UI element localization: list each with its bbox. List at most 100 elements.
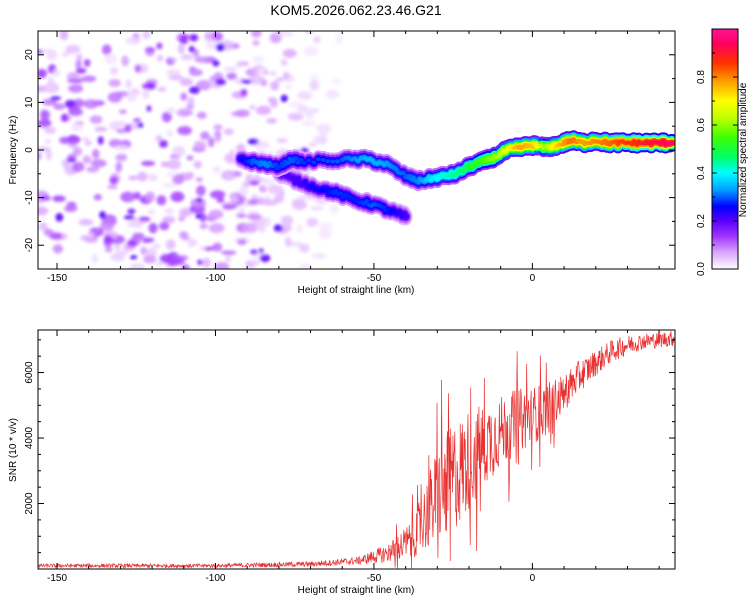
noise-blob [147, 173, 158, 182]
noise-blob [126, 239, 138, 247]
noise-blob [140, 246, 147, 255]
noise-blob [44, 48, 53, 54]
noise-blob [280, 59, 288, 66]
noise-blob [172, 173, 185, 185]
noise-blob [181, 235, 190, 241]
noise-blob [52, 68, 60, 78]
noise-blob [145, 52, 155, 57]
noise-blob [167, 159, 182, 170]
noise-blob [50, 96, 62, 101]
noise-blob [127, 175, 139, 181]
noise-blob [141, 160, 156, 166]
noise-blob [55, 212, 64, 222]
noise-blob [164, 208, 175, 214]
noise-blob [126, 91, 137, 102]
noise-blob [196, 197, 203, 203]
noise-blob [156, 42, 163, 50]
noise-blob [224, 255, 232, 263]
noise-blob [64, 99, 76, 108]
snr-y-tick-label: 4000 [24, 426, 35, 449]
ridge-cell [302, 180, 308, 185]
chart-title: KOM5.2026.062.23.46.G21 [270, 2, 441, 18]
ridge-cell [323, 187, 329, 192]
noise-blob [288, 101, 303, 108]
noise-blob [147, 82, 154, 88]
ridge-cell [400, 171, 406, 176]
spectrogram-noise [38, 31, 342, 269]
noise-blob [198, 245, 206, 251]
noise-blob [42, 98, 57, 106]
noise-blob [251, 31, 262, 38]
noise-blob [252, 55, 265, 63]
ridge-cell [334, 159, 340, 164]
noise-blob [216, 197, 225, 204]
noise-blob [113, 244, 121, 251]
noise-blob [242, 222, 258, 234]
noise-blob [301, 120, 316, 127]
noise-blob [310, 206, 324, 211]
noise-blob [40, 109, 51, 120]
spectrogram-ridge [233, 130, 675, 226]
noise-blob [138, 216, 151, 222]
noise-blob [249, 259, 261, 266]
noise-blob [123, 124, 132, 133]
noise-blob [329, 203, 339, 214]
noise-blob [249, 180, 260, 186]
noise-blob [72, 147, 83, 156]
noise-blob [131, 87, 139, 94]
noise-blob [90, 159, 107, 168]
noise-blob [104, 246, 113, 253]
snr-x-tick-label: -150 [47, 573, 67, 584]
noise-blob [43, 82, 60, 94]
noise-blob [165, 172, 177, 177]
noise-blob [215, 78, 226, 86]
noise-blob [267, 184, 284, 195]
noise-blob [188, 68, 203, 77]
ridge-cell [320, 157, 326, 162]
noise-blob [47, 76, 54, 86]
ridge-cell [669, 140, 675, 145]
noise-blob [195, 80, 212, 91]
noise-blob [315, 123, 332, 134]
ridge-cell [309, 183, 315, 188]
ridge-cell [490, 157, 496, 162]
ridge-cell [311, 160, 317, 165]
snr-background [38, 330, 675, 569]
noise-blob [65, 44, 81, 54]
colorbar-tick-label: 0.4 [696, 166, 707, 180]
noise-blob [126, 221, 138, 228]
noise-blob [134, 64, 142, 73]
noise-blob [93, 193, 102, 201]
spectrogram-y-tick-label: 20 [24, 49, 35, 61]
noise-blob [166, 69, 181, 76]
spectrogram-x-tick-label: -150 [47, 273, 67, 284]
noise-blob [258, 248, 264, 254]
ridge-cell [290, 176, 296, 181]
noise-blob [230, 195, 239, 203]
noise-blob [160, 161, 170, 168]
noise-blob [94, 126, 108, 132]
noise-blob [297, 91, 313, 100]
noise-blob [148, 222, 158, 234]
noise-blob [237, 207, 245, 213]
noise-blob [213, 124, 223, 131]
noise-blob [76, 53, 83, 62]
noise-blob [172, 145, 186, 157]
noise-blob [109, 120, 121, 131]
ridge-cell [333, 189, 339, 194]
noise-blob [266, 118, 278, 124]
noise-blob [313, 35, 321, 44]
noise-blob [226, 72, 237, 80]
noise-blob [109, 176, 119, 185]
noise-blob [250, 249, 259, 255]
noise-blob [83, 99, 99, 109]
noise-blob [144, 46, 156, 54]
colorbar-ticks: 0.0 0.2 0.4 0.6 0.8 [696, 52, 738, 276]
noise-blob [169, 57, 177, 62]
noise-blob [284, 236, 292, 247]
noise-blob [280, 215, 294, 226]
noise-blob [91, 253, 98, 264]
noise-blob [282, 48, 297, 58]
snr-x-axis-label: Height of straight line (km) [298, 585, 415, 596]
noise-blob [38, 152, 42, 161]
